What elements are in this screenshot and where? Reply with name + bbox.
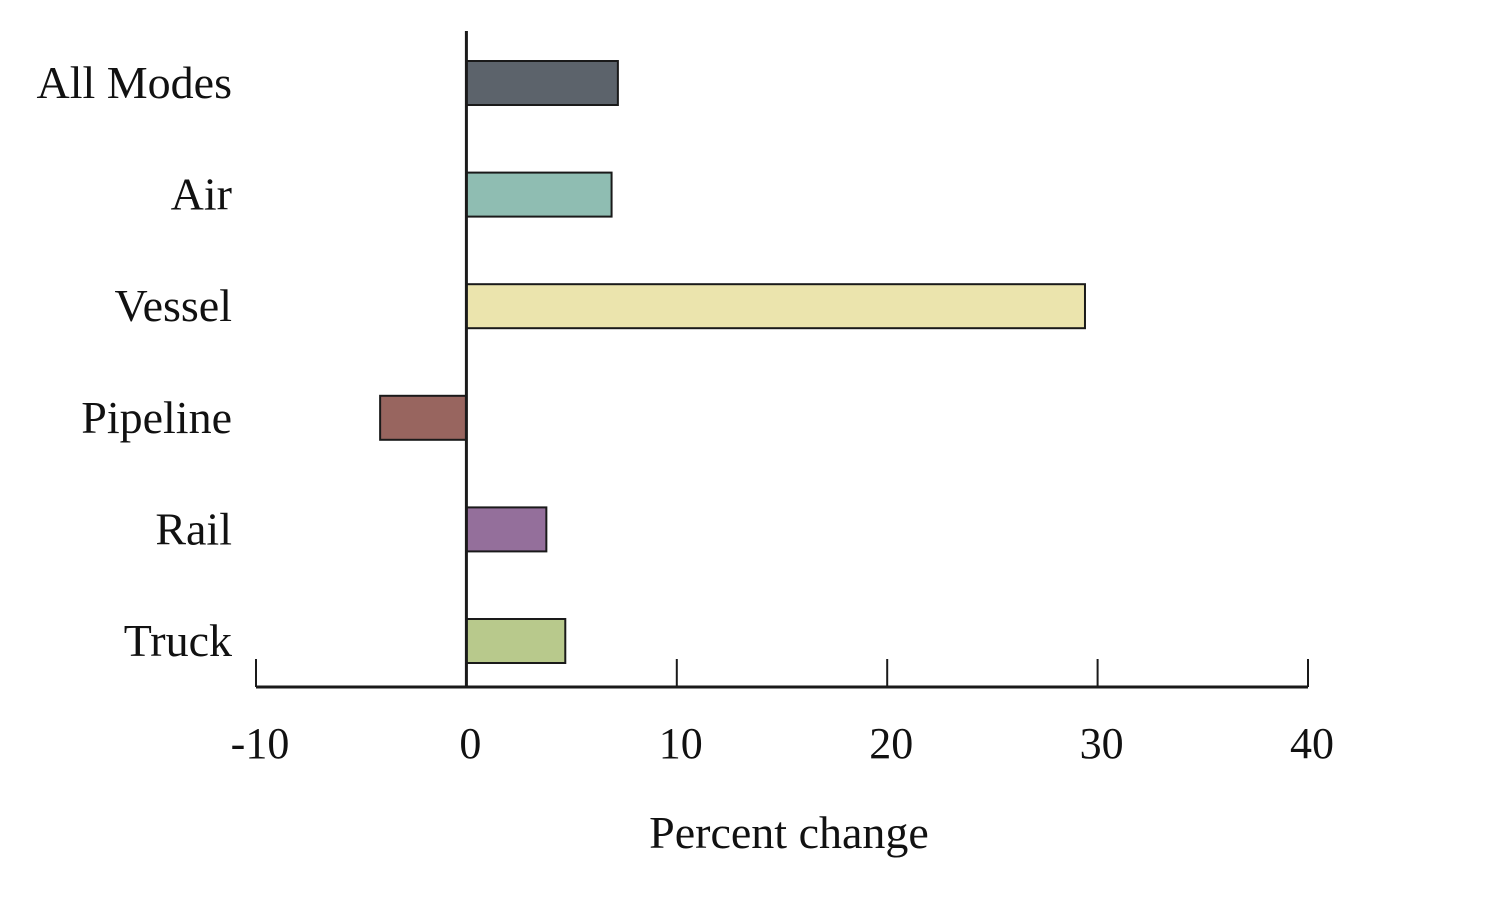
x-tick-label-0: 0	[459, 719, 481, 768]
x-tick-label-20: 20	[869, 719, 913, 768]
x-axis-title: Percent change	[649, 807, 929, 858]
x-tick-label-40: 40	[1290, 719, 1334, 768]
category-label-vessel: Vessel	[114, 280, 232, 331]
bar-pipeline	[379, 394, 468, 441]
bar-all-modes	[465, 60, 619, 106]
bar-air	[465, 171, 613, 218]
bar-truck	[465, 618, 567, 664]
bars	[379, 60, 1086, 664]
category-label-truck: Truck	[124, 615, 232, 666]
x-tick-labels: -10 0 10 20 30 40	[231, 719, 1334, 768]
category-label-air: Air	[171, 169, 232, 220]
bar-vessel	[465, 283, 1086, 330]
x-tick-label-10: -10	[231, 719, 290, 768]
x-tick-label-10: 10	[659, 719, 703, 768]
category-labels: All Modes Air Vessel Pipeline Rail Truck	[37, 57, 233, 666]
category-label-rail: Rail	[155, 503, 232, 554]
x-tick-label-30: 30	[1080, 719, 1124, 768]
bar-rail	[465, 506, 548, 553]
category-label-pipeline: Pipeline	[81, 392, 232, 443]
category-label-all-modes: All Modes	[37, 57, 233, 108]
axes	[255, 31, 1309, 689]
